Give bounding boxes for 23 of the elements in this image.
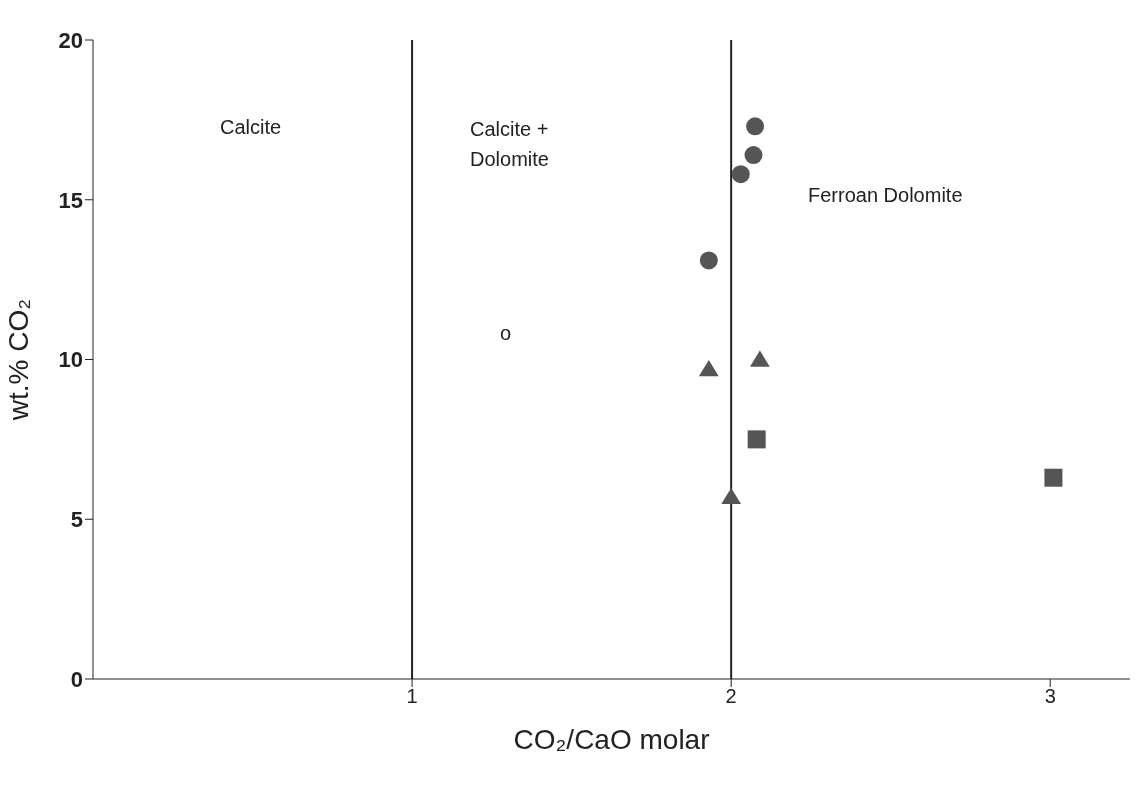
y-tick-label: 20 [58, 27, 83, 53]
point [746, 117, 765, 136]
x-tick-label: 2 [725, 685, 737, 708]
y-tick-label: 10 [58, 347, 83, 373]
y-tick-label: 5 [70, 507, 83, 533]
annotation: Calcite [220, 115, 282, 140]
x-axis-title: CO₂/CaO molar [513, 724, 710, 755]
annotation: Calcite + Dolomite [470, 117, 549, 172]
x-tick-label: 3 [1044, 685, 1056, 708]
point [744, 146, 763, 165]
point [721, 487, 742, 505]
point [731, 165, 750, 184]
point [747, 430, 766, 449]
y-axis-title: wt.% CO₂ [2, 298, 34, 422]
point [699, 251, 718, 270]
point [698, 360, 719, 377]
point [1044, 468, 1063, 487]
annotation: Ferroan Dolomite [808, 183, 963, 208]
point [749, 350, 770, 367]
x-tick-label: 1 [406, 685, 418, 708]
y-tick-label: 15 [58, 187, 83, 213]
y-tick-label: 0 [70, 666, 83, 692]
annotation: o [500, 321, 512, 346]
